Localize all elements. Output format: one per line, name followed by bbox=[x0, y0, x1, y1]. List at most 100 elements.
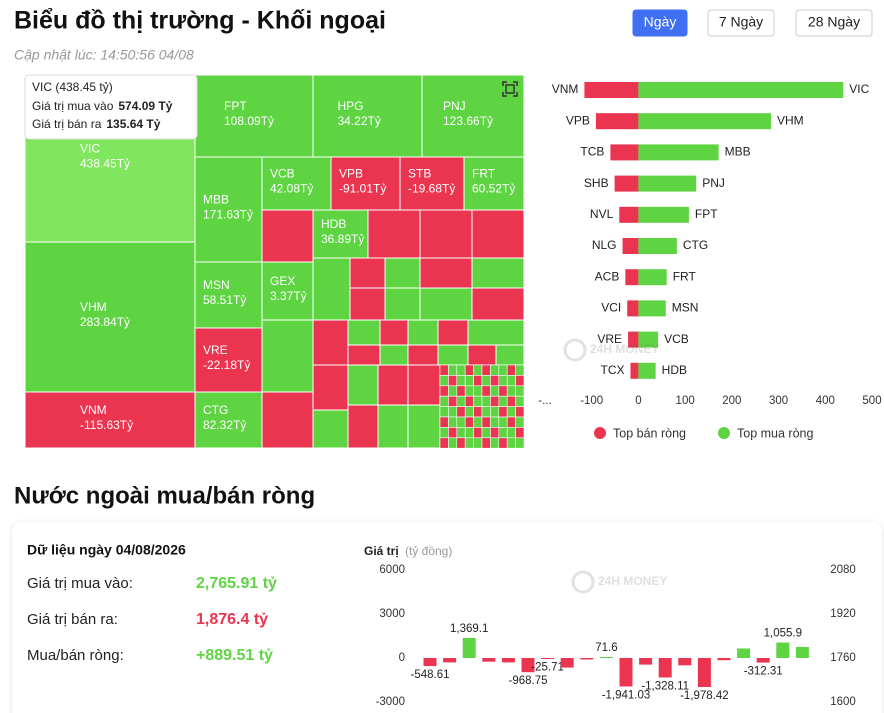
bar[interactable] bbox=[638, 144, 719, 161]
treemap-minor-tile bbox=[464, 385, 474, 397]
treemap-tile[interactable] bbox=[24, 241, 196, 393]
treemap-value: 34.22Tỷ bbox=[338, 114, 381, 128]
treemap-tile[interactable] bbox=[312, 209, 369, 259]
treemap-minor-tile bbox=[261, 209, 314, 263]
watermark: 24H MONEY bbox=[571, 570, 667, 594]
x-tick-label: 0 bbox=[635, 395, 641, 407]
treemap-tile[interactable] bbox=[312, 74, 423, 158]
bar[interactable] bbox=[599, 656, 613, 658]
treemap-minor-tile bbox=[456, 437, 466, 449]
bar[interactable] bbox=[560, 658, 574, 668]
bar[interactable] bbox=[678, 658, 692, 666]
treemap-minor-tile bbox=[498, 416, 508, 428]
treemap-tile[interactable] bbox=[330, 156, 401, 211]
bar[interactable] bbox=[443, 658, 457, 663]
bar[interactable] bbox=[462, 637, 476, 658]
x-tick-label: -... bbox=[538, 395, 551, 407]
legend-swatch bbox=[718, 427, 730, 439]
bar-value-label: -1,328.11 bbox=[641, 681, 689, 693]
bar[interactable] bbox=[795, 647, 809, 658]
treemap-value: 108.09Tỷ bbox=[224, 114, 274, 128]
bar[interactable] bbox=[584, 82, 639, 98]
treemap-minor-tile bbox=[473, 364, 483, 376]
bar[interactable] bbox=[638, 175, 697, 192]
summary-value: 1,876.4 tỷ bbox=[196, 611, 268, 628]
treemap-minor-tile bbox=[473, 427, 483, 439]
treemap-label: MBB bbox=[203, 193, 229, 207]
bar[interactable] bbox=[625, 269, 639, 286]
bar[interactable] bbox=[717, 658, 731, 661]
treemap-label: FRT bbox=[472, 167, 496, 181]
summary-date: Dữ liệu ngày 04/08/2026 bbox=[27, 542, 186, 558]
bar[interactable] bbox=[638, 362, 656, 379]
treemap-minor-tile bbox=[473, 395, 483, 407]
y2-tick-label: 1600 bbox=[830, 696, 856, 708]
treemap-label: VCB bbox=[270, 167, 295, 181]
bar[interactable] bbox=[638, 238, 677, 254]
bar[interactable] bbox=[630, 362, 639, 379]
tab[interactable]: 7 Ngày bbox=[707, 9, 775, 37]
bar[interactable] bbox=[737, 648, 751, 658]
treemap-minor-tile bbox=[464, 406, 474, 418]
bar[interactable] bbox=[619, 658, 633, 687]
bar[interactable] bbox=[501, 658, 515, 663]
treemap-minor-tile bbox=[456, 375, 466, 387]
treemap-minor-tile bbox=[439, 375, 449, 387]
treemap-minor-tile bbox=[515, 406, 525, 418]
treemap-minor-tile bbox=[490, 437, 500, 449]
bar[interactable] bbox=[638, 300, 666, 317]
bar[interactable] bbox=[638, 113, 772, 130]
bar[interactable] bbox=[622, 238, 639, 254]
treemap-minor-tile bbox=[464, 395, 474, 407]
treemap-tile[interactable] bbox=[261, 261, 314, 321]
bar[interactable] bbox=[610, 144, 639, 161]
tooltip-label: Giá trị mua vào bbox=[32, 99, 114, 113]
treemap-minor-tile bbox=[473, 375, 483, 387]
expand-icon[interactable] bbox=[502, 81, 518, 97]
tooltip-value: 135.64 Tỷ bbox=[106, 117, 160, 131]
bar-label: VPB bbox=[566, 113, 590, 127]
bar[interactable] bbox=[756, 658, 770, 663]
legend-item[interactable]: Top mua ròng bbox=[718, 426, 813, 440]
treemap-tile[interactable] bbox=[399, 156, 465, 211]
treemap-tile[interactable] bbox=[463, 156, 525, 211]
bar[interactable] bbox=[776, 642, 790, 658]
bar[interactable] bbox=[614, 175, 639, 192]
bar-label: CTG bbox=[683, 238, 708, 252]
bar[interactable] bbox=[580, 658, 594, 660]
treemap-tile[interactable] bbox=[194, 327, 263, 393]
bar[interactable] bbox=[595, 113, 639, 130]
bar[interactable] bbox=[658, 658, 672, 678]
bar[interactable] bbox=[697, 658, 711, 688]
bar[interactable] bbox=[482, 658, 496, 662]
treemap-minor-tile bbox=[312, 319, 349, 366]
bar[interactable] bbox=[638, 331, 659, 348]
bar[interactable] bbox=[639, 658, 653, 665]
bar[interactable] bbox=[541, 658, 555, 659]
treemap-minor-tile bbox=[481, 406, 491, 418]
tab[interactable]: 28 Ngày bbox=[795, 9, 873, 37]
treemap-tile[interactable] bbox=[421, 74, 525, 158]
bar[interactable] bbox=[638, 269, 667, 286]
treemap-label: CTG bbox=[203, 403, 228, 417]
treemap-minor-tile bbox=[347, 364, 379, 406]
bar[interactable] bbox=[619, 206, 639, 223]
treemap-minor-tile bbox=[506, 406, 516, 418]
bar[interactable] bbox=[521, 658, 535, 673]
bar[interactable] bbox=[638, 82, 844, 98]
legend-item[interactable]: Top bán ròng bbox=[594, 426, 686, 440]
bar[interactable] bbox=[638, 206, 689, 223]
tab[interactable]: Ngày bbox=[632, 9, 688, 37]
treemap-minor-tile bbox=[312, 409, 349, 449]
treemap-tile[interactable] bbox=[194, 391, 263, 449]
treemap-minor-tile bbox=[464, 416, 474, 428]
treemap-label: PNJ bbox=[443, 99, 466, 113]
bar-label: TCB bbox=[580, 145, 604, 159]
summary-label: Giá trị bán ra: bbox=[27, 611, 118, 628]
bar[interactable] bbox=[423, 658, 437, 667]
bar[interactable] bbox=[628, 331, 639, 348]
treemap-minor-tile bbox=[506, 416, 516, 428]
treemap-minor-tile bbox=[448, 375, 458, 387]
bar[interactable] bbox=[627, 300, 639, 317]
treemap-minor-tile bbox=[448, 395, 458, 407]
